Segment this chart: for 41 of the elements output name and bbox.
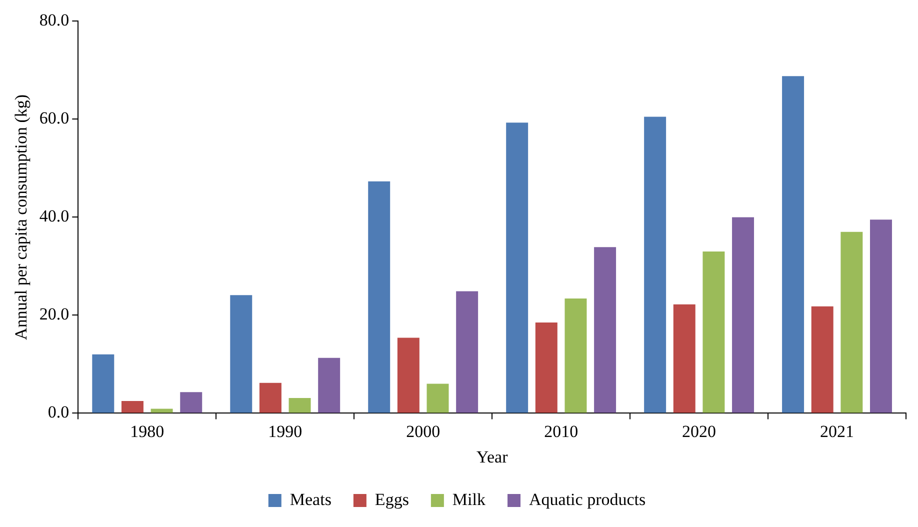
legend-label: Milk: [452, 490, 486, 509]
bar: [702, 252, 725, 413]
bar: [426, 384, 449, 413]
y-tick-label: 80.0: [39, 10, 70, 30]
bar: [318, 358, 340, 413]
bar: [288, 398, 311, 413]
bar: [840, 232, 863, 413]
bar: [535, 322, 558, 413]
bar: [594, 247, 616, 413]
bar: [368, 181, 390, 413]
y-axis-title: Annual per capita consumption (kg): [12, 94, 31, 340]
x-tick-label: 2020: [682, 422, 716, 441]
legend-label: Meats: [290, 490, 332, 509]
bar: [121, 400, 144, 413]
bar: [870, 220, 892, 413]
y-tick-label: 40.0: [39, 206, 70, 226]
y-tick-label: 20.0: [39, 304, 70, 324]
legend-label: Eggs: [374, 490, 409, 509]
bar: [259, 382, 282, 413]
x-tick-label: 1990: [268, 422, 302, 441]
bar: [150, 408, 173, 413]
bar: [397, 338, 420, 413]
bar: [732, 217, 754, 413]
bar: [673, 304, 696, 413]
y-tick-label: 0.0: [48, 402, 70, 422]
x-tick-label: 1980: [130, 422, 164, 441]
x-tick-label: 2021: [820, 422, 854, 441]
bar: [230, 295, 252, 413]
bar: [644, 116, 666, 413]
x-tick-label: 2000: [406, 422, 440, 441]
bar: [180, 392, 202, 413]
bar: [782, 76, 804, 413]
bar: [456, 291, 478, 413]
bar: [811, 306, 834, 413]
legend-label: Aquatic products: [529, 490, 646, 509]
x-axis-title: Year: [476, 447, 508, 466]
x-tick-label: 2010: [544, 422, 578, 441]
bar: [506, 122, 528, 413]
bar: [92, 354, 114, 413]
bar: [564, 298, 587, 413]
y-tick-label: 60.0: [39, 108, 70, 128]
